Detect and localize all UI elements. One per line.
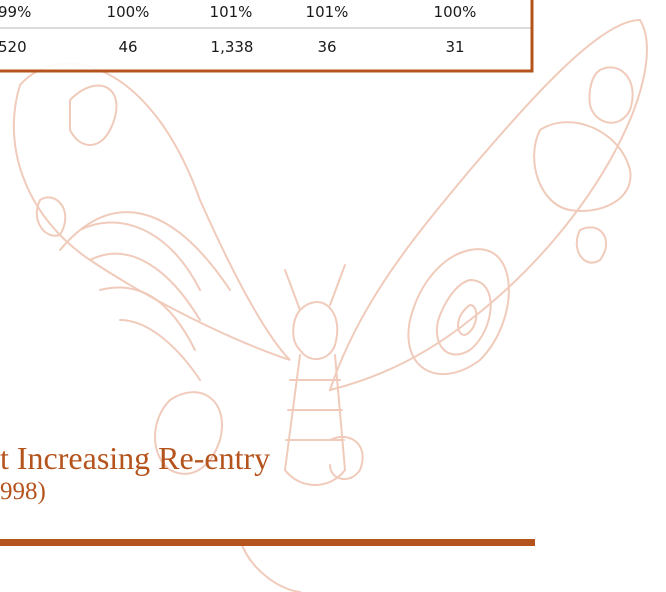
heading-subtitle: 998) bbox=[0, 478, 46, 505]
table-cell: 100% bbox=[433, 3, 477, 21]
table-cell: 31 bbox=[445, 38, 465, 56]
heading-rule bbox=[0, 539, 535, 546]
table-cell: 100% bbox=[106, 3, 150, 21]
table-cell: 520 bbox=[0, 38, 27, 56]
table-cell: 36 bbox=[317, 38, 337, 56]
table-cell: 1,338 bbox=[210, 38, 254, 56]
table-cell: 101% bbox=[209, 3, 253, 21]
table-cell: 99% bbox=[0, 3, 32, 21]
table-background bbox=[0, 0, 535, 72]
table-cell: 46 bbox=[118, 38, 138, 56]
heading-title: t Increasing Re-entry bbox=[0, 440, 271, 476]
table-cell: 101% bbox=[305, 3, 349, 21]
